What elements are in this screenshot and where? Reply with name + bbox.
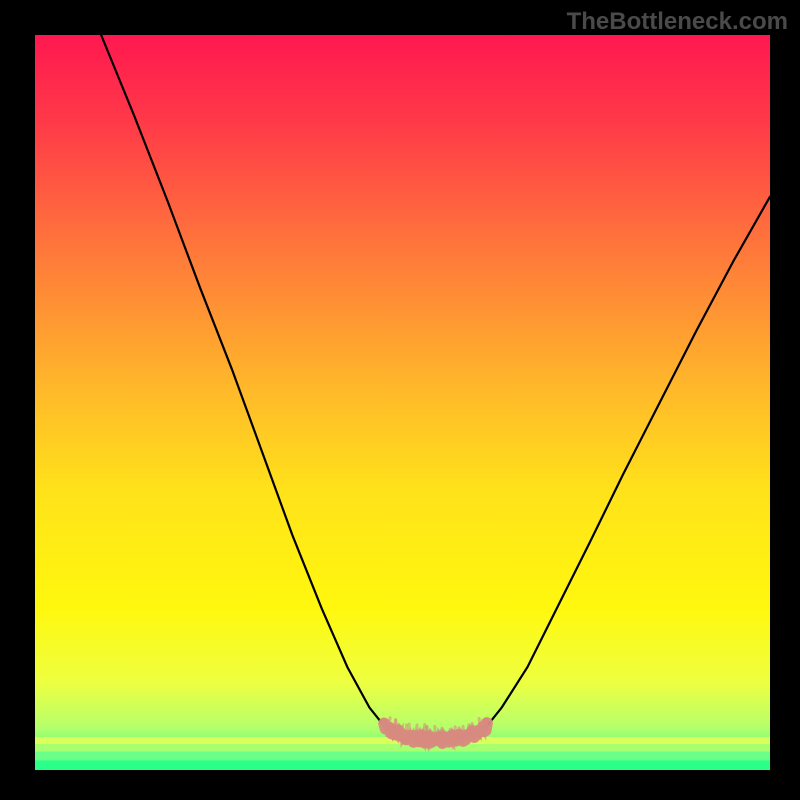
- chart-container: TheBottleneck.com: [0, 0, 800, 800]
- bottom-band: [35, 752, 770, 761]
- bottom-band: [35, 760, 770, 770]
- bottom-band: [35, 744, 770, 751]
- watermark-text: TheBottleneck.com: [567, 8, 788, 36]
- plot-area: [35, 35, 770, 770]
